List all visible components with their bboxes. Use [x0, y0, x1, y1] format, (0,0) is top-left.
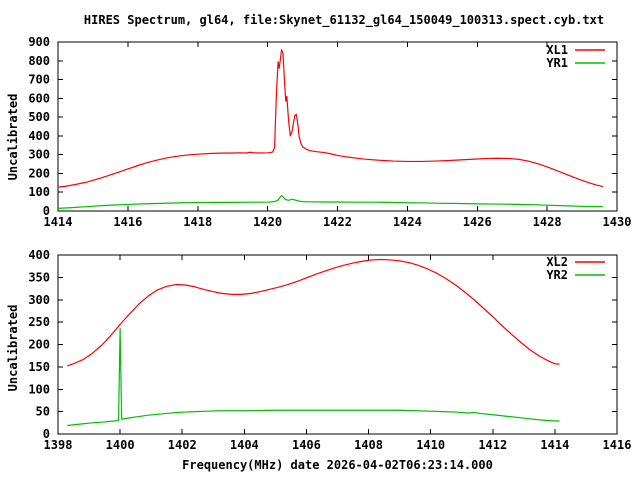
plot-frame [57, 254, 618, 435]
y-tick-label: 200 [28, 338, 50, 352]
x-tick-label: 1414 [540, 438, 569, 452]
x-tick-label: 1430 [603, 215, 632, 229]
series-line-XL2 [67, 258, 560, 367]
y-tick-label: 350 [28, 270, 50, 284]
y-tick-label: 50 [36, 405, 50, 419]
y-tick-label: 500 [28, 110, 50, 124]
y-tick-label: 0 [43, 204, 50, 218]
y-tick-label: 100 [28, 382, 50, 396]
legend-label-XL2: XL2 [546, 255, 568, 269]
y-tick-label: 400 [28, 129, 50, 143]
x-tick-label: 1412 [478, 438, 507, 452]
plot-frame [57, 41, 618, 212]
y-tick-label: 300 [28, 148, 50, 162]
y-tick-label: 150 [28, 360, 50, 374]
legend-label-YR2: YR2 [546, 268, 568, 282]
y-tick-label: 600 [28, 91, 50, 105]
y-tick-label: 250 [28, 315, 50, 329]
y-tick-label: 800 [28, 54, 50, 68]
legend-label-XL1: XL1 [546, 43, 568, 57]
x-tick-label: 1410 [416, 438, 445, 452]
chart-top: 1414 1416 1418 1420 1422 1424 1426 1428 1430 0 100… [28, 35, 631, 229]
y-tick-label: 700 [28, 73, 50, 87]
x-tick-label: 1400 [106, 438, 135, 452]
x-tick-label: 1406 [292, 438, 321, 452]
y-tick-label: 400 [28, 248, 50, 262]
x-tick-label: 1398 [44, 438, 73, 452]
y-tick-label: 900 [28, 35, 50, 49]
x-tick-label: 1420 [253, 215, 282, 229]
x-tick-label: 1402 [168, 438, 197, 452]
y-tick-label: 0 [43, 427, 50, 441]
x-tick-label: 1408 [354, 438, 383, 452]
x-tick-label: 1404 [230, 438, 259, 452]
x-tick-label: 1416 [113, 215, 142, 229]
y-tick-label: 300 [28, 293, 50, 307]
x-tick-label: 1418 [183, 215, 212, 229]
chart-bottom: 1398 1400 1402 1404 1406 1408 1410 1412 1414 1416… [28, 248, 631, 452]
x-axis-label: Frequency(MHz) date 2026-04-02T06:23:14.… [182, 458, 493, 472]
y-tick-label: 200 [28, 166, 50, 180]
series-line-YR1 [57, 195, 604, 209]
x-tick-label: 1424 [393, 215, 422, 229]
y-tick-label: 100 [28, 185, 50, 199]
x-tick-label: 1426 [463, 215, 492, 229]
x-tick-label: 1416 [603, 438, 632, 452]
x-tick-label: 1414 [44, 215, 73, 229]
x-tick-label: 1428 [533, 215, 562, 229]
x-tick-label: 1422 [323, 215, 352, 229]
series-line-XL1 [57, 49, 604, 188]
chart-title: HIRES Spectrum, gl64, file:Skynet_61132_… [83, 13, 605, 27]
series-line-YR2 [67, 327, 560, 427]
legend-label-YR1: YR1 [546, 56, 568, 70]
